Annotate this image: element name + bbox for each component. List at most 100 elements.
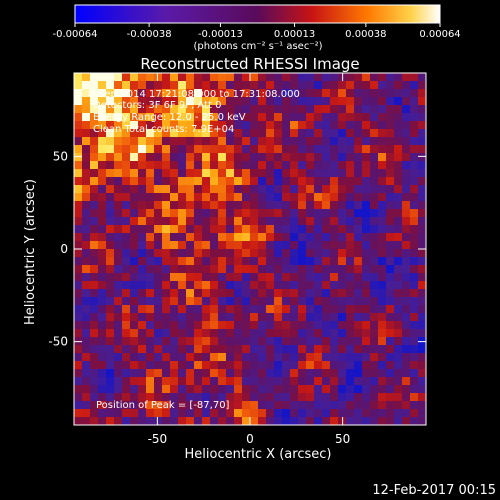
heatmap-cell xyxy=(74,177,83,186)
heatmap-cell xyxy=(346,153,355,162)
heatmap-cell xyxy=(106,273,115,282)
x-tick-label: 50 xyxy=(335,432,350,446)
heatmap-cell xyxy=(106,161,115,170)
heatmap-cell xyxy=(370,329,379,338)
heatmap-cell xyxy=(114,361,123,370)
heatmap-cell xyxy=(346,257,355,266)
heatmap-cell xyxy=(210,273,219,282)
heatmap-cell xyxy=(218,313,227,322)
heatmap-cell xyxy=(154,337,163,346)
heatmap-cell xyxy=(114,89,123,98)
heatmap-cell xyxy=(386,377,395,386)
heatmap-cell xyxy=(354,209,363,218)
heatmap-cell xyxy=(338,321,347,330)
heatmap-cell xyxy=(378,161,387,170)
heatmap-cell xyxy=(178,393,187,402)
heatmap-cell xyxy=(138,233,147,242)
heatmap-cell xyxy=(162,305,171,314)
heatmap-cell xyxy=(226,393,235,402)
heatmap-cell xyxy=(362,113,371,122)
heatmap-cell xyxy=(218,369,227,378)
heatmap-cell xyxy=(154,161,163,170)
heatmap-cell xyxy=(282,249,291,258)
heatmap-cell xyxy=(250,177,259,186)
heatmap-cell xyxy=(306,241,315,250)
heatmap-cell xyxy=(146,329,155,338)
heatmap-cell xyxy=(82,289,91,298)
heatmap-cell xyxy=(322,377,331,386)
heatmap-cell xyxy=(338,193,347,202)
heatmap-cell xyxy=(250,169,259,178)
heatmap-cell xyxy=(130,169,139,178)
heatmap-cell xyxy=(130,345,139,354)
heatmap-cell xyxy=(178,193,187,202)
heatmap-cell xyxy=(122,129,131,138)
heatmap-cell xyxy=(226,249,235,258)
heatmap-cell xyxy=(274,153,283,162)
heatmap-cell xyxy=(146,265,155,274)
heatmap-cell xyxy=(418,385,426,394)
heatmap-cell xyxy=(282,233,291,242)
heatmap-cell xyxy=(242,105,251,114)
heatmap-cell xyxy=(170,145,179,154)
heatmap-cell xyxy=(314,81,323,90)
heatmap-cell xyxy=(258,217,267,226)
heatmap-cell xyxy=(130,241,139,250)
heatmap-cell xyxy=(178,297,187,306)
heatmap-cell xyxy=(106,265,115,274)
heatmap-cell xyxy=(362,289,371,298)
heatmap-cell xyxy=(314,377,323,386)
heatmap-cell xyxy=(338,345,347,354)
heatmap-cell xyxy=(122,281,131,290)
heatmap-cell xyxy=(122,137,131,146)
heatmap-cell xyxy=(98,233,107,242)
heatmap-cell xyxy=(354,281,363,290)
heatmap-cell xyxy=(282,209,291,218)
heatmap-cell xyxy=(82,177,91,186)
heatmap-cell xyxy=(82,297,91,306)
heatmap-cell xyxy=(418,225,426,234)
heatmap-cell xyxy=(386,385,395,394)
heatmap-cell xyxy=(234,273,243,282)
heatmap-cell xyxy=(242,225,251,234)
heatmap-cell xyxy=(154,409,163,418)
heatmap-cell xyxy=(170,353,179,362)
heatmap-cell xyxy=(298,145,307,154)
heatmap-cell xyxy=(338,241,347,250)
heatmap-cell xyxy=(314,185,323,194)
heatmap-cell xyxy=(154,233,163,242)
heatmap-cell xyxy=(266,289,275,298)
heatmap-cell xyxy=(194,81,203,90)
heatmap-cell xyxy=(282,409,291,418)
heatmap-cell xyxy=(106,257,115,266)
heatmap-cell xyxy=(354,97,363,106)
heatmap-cell xyxy=(106,321,115,330)
heatmap-cell xyxy=(146,241,155,250)
heatmap-cell xyxy=(338,161,347,170)
heatmap-cell xyxy=(178,201,187,210)
heatmap-cell xyxy=(90,89,99,98)
heatmap-cell xyxy=(394,225,403,234)
heatmap-cell xyxy=(274,257,283,266)
heatmap-cell xyxy=(282,281,291,290)
heatmap-cell xyxy=(354,305,363,314)
heatmap-cell xyxy=(162,97,171,106)
heatmap-cell xyxy=(82,209,91,218)
heatmap-cell xyxy=(194,313,203,322)
heatmap-cell xyxy=(330,209,339,218)
heatmap-cell xyxy=(106,345,115,354)
heatmap-cell xyxy=(90,105,99,114)
heatmap-cell xyxy=(306,337,315,346)
heatmap-cell xyxy=(330,105,339,114)
heatmap-cell xyxy=(338,329,347,338)
heatmap-cell xyxy=(218,209,227,218)
heatmap-cell xyxy=(322,385,331,394)
heatmap-cell xyxy=(234,257,243,266)
heatmap-cell xyxy=(298,257,307,266)
heatmap-cell xyxy=(274,289,283,298)
heatmap-cell xyxy=(394,393,403,402)
heatmap-cell xyxy=(370,113,379,122)
heatmap-cell xyxy=(194,73,203,82)
heatmap-cell xyxy=(210,385,219,394)
heatmap-cell xyxy=(402,89,411,98)
